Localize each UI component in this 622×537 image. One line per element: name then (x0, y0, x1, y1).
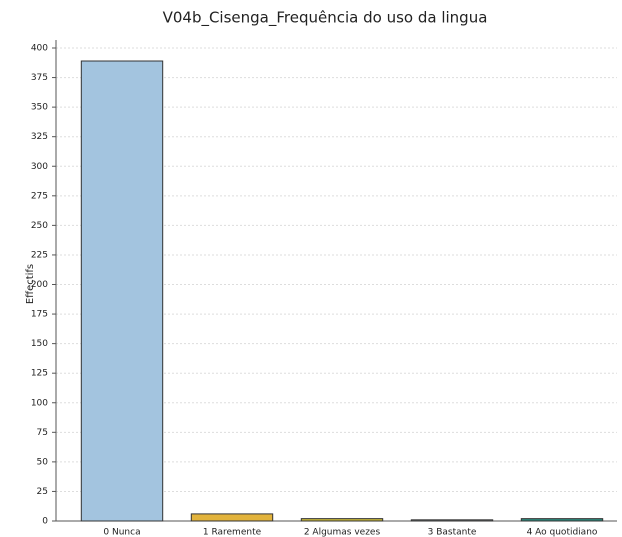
bar (80, 60, 164, 522)
y-tick-label: 150 (31, 339, 48, 349)
y-tick-label: 125 (31, 369, 48, 379)
y-tick-label: 175 (31, 310, 48, 320)
y-tick-label: 250 (31, 221, 48, 231)
y-tick-label: 300 (31, 162, 48, 172)
y-tick-label: 275 (31, 191, 48, 201)
x-tick-label: 3 Bastante (428, 528, 477, 537)
y-tick-label: 225 (31, 250, 48, 260)
y-tick-label: 375 (31, 73, 48, 83)
chart-title: V04b_Cisenga_Frequência do uso da lingua (163, 9, 488, 28)
x-tick-label: 0 Nunca (103, 528, 140, 537)
y-tick-label: 350 (31, 103, 48, 113)
bar (190, 513, 274, 522)
y-tick-label: 75 (37, 428, 48, 438)
y-tick-label: 200 (31, 280, 48, 290)
x-tick-label: 2 Algumas vezes (304, 528, 381, 537)
bar (300, 518, 384, 522)
y-tick-label: 0 (42, 517, 48, 527)
x-tick-label: 1 Raremente (203, 528, 262, 537)
y-tick-label: 400 (31, 44, 48, 54)
y-tick-label: 25 (37, 487, 48, 497)
y-tick-label: 100 (31, 398, 48, 408)
y-tick-label: 50 (37, 457, 49, 467)
x-tick-label: 4 Ao quotidiano (527, 528, 598, 537)
y-axis-label: Effectifs (25, 264, 36, 304)
y-tick-label: 325 (31, 132, 48, 142)
bar (520, 518, 604, 522)
bar (410, 519, 494, 522)
